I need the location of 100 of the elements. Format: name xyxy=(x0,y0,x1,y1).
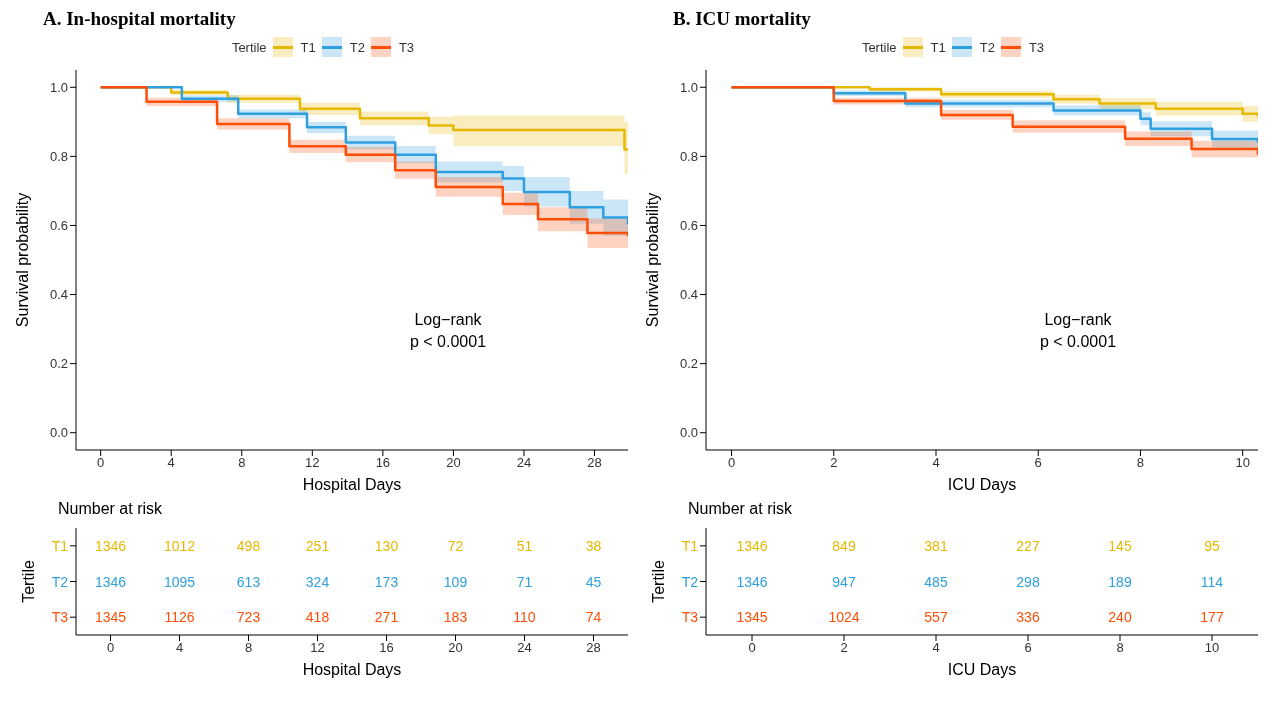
x-tick-label: 12 xyxy=(305,455,320,471)
legend-label: T3 xyxy=(1028,39,1045,55)
data-label: 51 xyxy=(516,537,533,554)
y-tick-label: T2 xyxy=(681,573,699,590)
data-label: 130 xyxy=(374,537,399,554)
y-tick-label: T3 xyxy=(51,609,69,626)
x-tick-label: 0 xyxy=(97,455,105,471)
data-label: 849 xyxy=(832,537,856,554)
data-label: 114 xyxy=(1200,573,1224,590)
data-label: 251 xyxy=(305,537,330,554)
data-label: 38 xyxy=(585,537,602,554)
x-tick-label: 4 xyxy=(175,640,184,656)
data-label: 227 xyxy=(1016,537,1040,554)
data-label: 1024 xyxy=(828,609,860,626)
x-tick-label: 16 xyxy=(375,455,391,471)
y-tick-label: T1 xyxy=(51,537,69,554)
y-tick-label: T2 xyxy=(51,573,69,590)
y-axis-title: Survival probability xyxy=(643,192,661,328)
legend-label: T2 xyxy=(979,39,995,55)
y-tick-label: 0.6 xyxy=(679,218,698,234)
data-label: 240 xyxy=(1108,609,1132,626)
data-label: 947 xyxy=(832,573,856,590)
legend-label: T1 xyxy=(300,39,316,55)
x-tick-label: 10 xyxy=(1235,455,1250,471)
y-tick-label: 0.6 xyxy=(49,218,68,234)
x-tick-label: 0 xyxy=(748,640,756,656)
data-label: 1012 xyxy=(163,537,196,554)
legend-title: Tertile xyxy=(231,39,267,55)
chart-title: B. ICU mortality xyxy=(673,8,812,31)
legend-label: T2 xyxy=(349,39,365,55)
y-tick-label: 0.4 xyxy=(679,287,698,303)
legend-label: T3 xyxy=(398,39,415,55)
y-axis-title: Survival probability xyxy=(13,192,31,328)
annotation: Log−rank p < 0.0001 xyxy=(1038,310,1118,352)
x-tick-label: 12 xyxy=(310,640,325,656)
data-label: 173 xyxy=(374,573,399,590)
y-tick-label: 0.0 xyxy=(679,425,698,441)
y-tick-label: 0.0 xyxy=(49,425,68,441)
legend-label: T1 xyxy=(930,39,946,55)
x-tick-label: 2 xyxy=(830,455,838,471)
data-label: 1345 xyxy=(736,609,768,626)
x-tick-label: 8 xyxy=(244,640,253,656)
x-tick-label: 6 xyxy=(1024,640,1032,656)
y-tick-label: 0.8 xyxy=(679,148,698,164)
x-tick-label: 0 xyxy=(106,640,115,656)
data-label: 298 xyxy=(1016,573,1040,590)
data-label: 74 xyxy=(585,609,602,626)
data-label: 110 xyxy=(513,609,536,626)
data-label: 1346 xyxy=(94,573,127,590)
data-label: 145 xyxy=(1108,537,1132,554)
x-tick-label: 2 xyxy=(840,640,848,656)
data-label: 183 xyxy=(443,609,468,626)
y-axis-title: Tertile xyxy=(649,560,667,603)
data-label: 95 xyxy=(1204,537,1220,554)
x-tick-label: 6 xyxy=(1034,455,1042,471)
x-tick-label: 0 xyxy=(727,455,736,471)
data-label: 177 xyxy=(1200,609,1224,626)
y-tick-label: T3 xyxy=(681,609,699,626)
x-axis-title: ICU Days xyxy=(947,476,1017,493)
y-tick-label: 1.0 xyxy=(679,79,698,95)
data-label: 336 xyxy=(1016,609,1040,626)
data-label: 418 xyxy=(305,609,330,626)
x-tick-label: 8 xyxy=(1116,640,1124,656)
data-label: 1346 xyxy=(736,573,768,590)
x-axis-title: ICU Days xyxy=(947,661,1017,678)
x-axis-title: Hospital Days xyxy=(302,661,402,678)
y-tick-label: T1 xyxy=(681,537,699,554)
x-tick-label: 4 xyxy=(167,455,175,471)
data-label: 723 xyxy=(236,609,261,626)
data-label: 271 xyxy=(374,609,399,626)
x-tick-label: 8 xyxy=(238,455,246,471)
x-axis-title: Hospital Days xyxy=(302,476,402,493)
data-label: 109 xyxy=(443,573,468,590)
data-label: 1345 xyxy=(94,609,127,626)
x-tick-label: 28 xyxy=(587,455,602,471)
data-label: 613 xyxy=(236,573,261,590)
annotation: Log−rank p < 0.0001 xyxy=(408,310,488,352)
data-label: 1095 xyxy=(163,573,196,590)
x-tick-label: 28 xyxy=(586,640,601,656)
x-tick-label: 4 xyxy=(932,455,940,471)
x-tick-label: 20 xyxy=(448,640,463,656)
x-tick-label: 8 xyxy=(1136,455,1145,471)
x-tick-label: 24 xyxy=(516,455,532,471)
y-tick-label: 0.4 xyxy=(49,287,68,303)
data-label: 71 xyxy=(516,573,533,590)
data-label: 1346 xyxy=(736,537,768,554)
x-tick-label: 20 xyxy=(446,455,461,471)
chart-title: Number at risk xyxy=(688,500,794,519)
y-axis-title: Tertile xyxy=(19,560,37,603)
chart-title: Number at risk xyxy=(58,500,164,519)
data-label: 45 xyxy=(585,573,602,590)
legend-title: Tertile xyxy=(861,39,897,55)
data-label: 1126 xyxy=(164,609,195,626)
data-label: 324 xyxy=(305,573,330,590)
x-tick-label: 16 xyxy=(379,640,394,656)
data-label: 189 xyxy=(1108,573,1132,590)
x-tick-label: 24 xyxy=(517,640,532,656)
y-tick-label: 1.0 xyxy=(49,79,68,95)
y-tick-label: 0.2 xyxy=(679,356,698,372)
data-label: 1346 xyxy=(94,537,127,554)
